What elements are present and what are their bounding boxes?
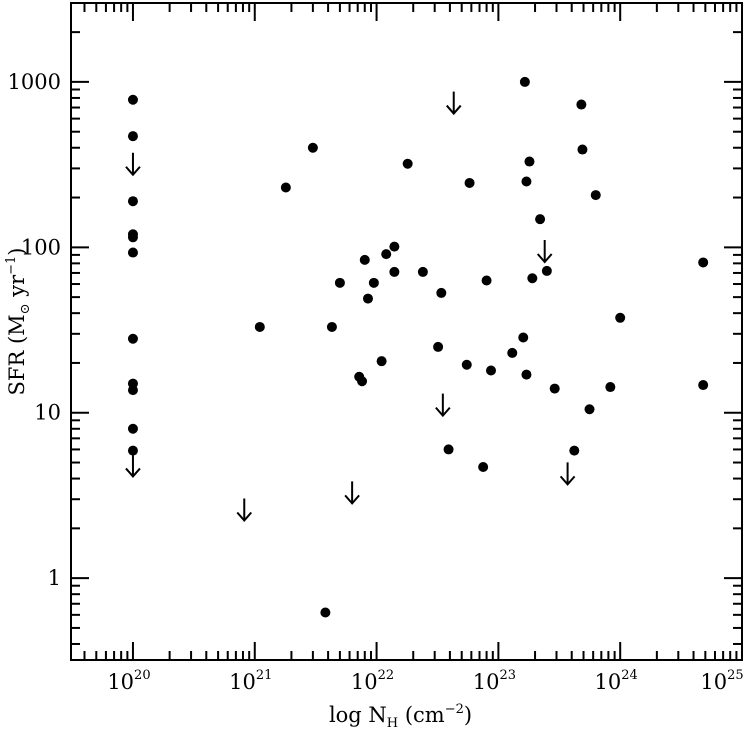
data-point xyxy=(507,347,518,358)
x-tick-label: 1024 xyxy=(595,668,638,694)
arrow-head xyxy=(536,253,553,264)
data-point xyxy=(576,99,587,110)
data-point xyxy=(481,275,492,286)
data-point xyxy=(389,241,400,252)
data-point xyxy=(464,177,475,188)
arrow-head xyxy=(445,104,462,116)
minor-ticks xyxy=(71,2,742,660)
data-point xyxy=(127,423,138,434)
x-tick-label: 1025 xyxy=(700,668,743,694)
arrow-head xyxy=(559,475,576,486)
data-point xyxy=(127,232,138,243)
data-point xyxy=(590,190,601,201)
data-point xyxy=(527,273,538,284)
data-point xyxy=(698,380,709,391)
x-tick-label: 1020 xyxy=(107,668,150,694)
x-tick-label: 1023 xyxy=(473,668,516,694)
upper-limit-arrow xyxy=(236,498,253,523)
data-point xyxy=(381,249,392,260)
data-point xyxy=(320,607,331,618)
upper-limit-arrow xyxy=(435,393,451,418)
data-point xyxy=(359,254,370,265)
data-point xyxy=(417,266,428,277)
data-point xyxy=(521,176,532,187)
data-point xyxy=(521,369,532,380)
x-tick-label: 1022 xyxy=(351,668,394,694)
data-point xyxy=(605,382,616,393)
major-ticks xyxy=(71,3,743,660)
data-point xyxy=(376,356,387,367)
data-points xyxy=(127,76,709,618)
data-point xyxy=(389,266,400,277)
arrow-head xyxy=(125,467,141,478)
data-point xyxy=(334,277,345,288)
data-point xyxy=(549,383,560,394)
x-axis-label: log NH (cm−2) xyxy=(329,702,472,731)
y-tick-label: 1000 xyxy=(8,70,61,94)
data-point xyxy=(615,312,626,323)
x-tick-label: 1021 xyxy=(229,668,272,694)
upper-limit-arrows xyxy=(125,91,576,523)
data-point xyxy=(478,461,489,472)
upper-limit-arrow xyxy=(445,91,462,116)
upper-limit-arrow xyxy=(536,240,553,264)
upper-limit-arrow xyxy=(125,454,141,478)
data-point xyxy=(518,332,529,343)
arrow-head xyxy=(344,494,360,505)
data-point xyxy=(698,257,709,268)
data-point xyxy=(436,287,447,298)
y-tick-labels: 1 10 100 1000 xyxy=(8,70,61,590)
data-point xyxy=(127,247,138,258)
data-point xyxy=(368,277,379,288)
data-point xyxy=(461,359,472,370)
data-point xyxy=(326,321,337,332)
y-tick-label: 1 xyxy=(48,566,61,590)
y-tick-label: 100 xyxy=(21,235,61,259)
data-point xyxy=(519,76,530,87)
arrow-head xyxy=(435,406,451,418)
data-point xyxy=(127,196,138,207)
arrow-head xyxy=(236,511,253,523)
arrow-head xyxy=(125,166,141,177)
data-point xyxy=(127,131,138,142)
data-point xyxy=(486,365,497,376)
data-point xyxy=(443,444,454,455)
data-point xyxy=(362,293,373,304)
data-point xyxy=(402,158,413,169)
data-point xyxy=(127,94,138,105)
y-axis-label: SFR (M⊙ yr−1) xyxy=(4,248,33,396)
data-point xyxy=(127,445,138,456)
data-point xyxy=(307,142,318,153)
data-point xyxy=(127,333,138,344)
y-tick-label: 10 xyxy=(34,401,61,425)
data-point xyxy=(280,182,291,193)
data-point xyxy=(127,385,138,396)
data-point xyxy=(577,144,588,155)
data-point xyxy=(541,265,552,276)
data-point xyxy=(535,214,546,225)
plot-frame xyxy=(70,2,743,661)
data-point xyxy=(433,341,444,352)
data-point xyxy=(357,376,368,387)
data-point xyxy=(584,404,595,415)
upper-limit-arrow xyxy=(125,152,141,177)
data-point xyxy=(254,321,265,332)
upper-limit-arrow xyxy=(344,481,360,505)
data-point xyxy=(569,445,580,456)
x-tick-labels: 1020 1021 1022 1023 1024 1025 xyxy=(107,668,743,694)
upper-limit-arrow xyxy=(559,462,576,486)
data-point xyxy=(524,156,535,167)
